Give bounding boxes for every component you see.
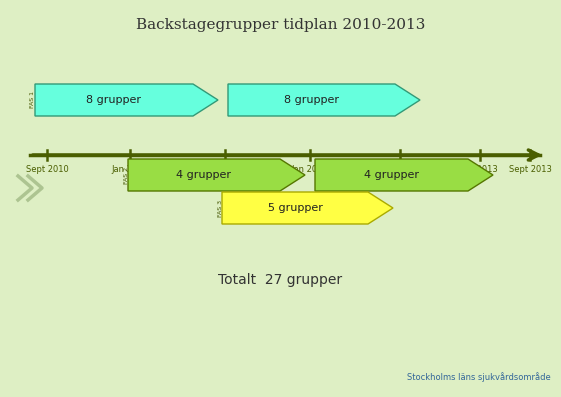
Text: 4 grupper: 4 grupper bbox=[177, 170, 232, 180]
Text: Jan 2013: Jan 2013 bbox=[462, 165, 498, 174]
Text: FAS 3: FAS 3 bbox=[218, 199, 223, 216]
Text: Backstagegrupper tidplan 2010-2013: Backstagegrupper tidplan 2010-2013 bbox=[136, 18, 425, 32]
Text: 5 grupper: 5 grupper bbox=[268, 203, 323, 213]
Polygon shape bbox=[222, 192, 393, 224]
Text: Jan 2012: Jan 2012 bbox=[292, 165, 328, 174]
Text: FAS 2: FAS 2 bbox=[125, 166, 130, 183]
Text: FAS 1: FAS 1 bbox=[30, 91, 35, 108]
Text: Sept 2012: Sept 2012 bbox=[379, 165, 421, 174]
Text: 4 grupper: 4 grupper bbox=[364, 170, 419, 180]
Polygon shape bbox=[128, 159, 305, 191]
Text: Sept 2013: Sept 2013 bbox=[509, 165, 551, 174]
Polygon shape bbox=[228, 84, 420, 116]
Text: 8 grupper: 8 grupper bbox=[86, 95, 141, 105]
Text: Sept 2010: Sept 2010 bbox=[26, 165, 68, 174]
Text: 8 grupper: 8 grupper bbox=[284, 95, 339, 105]
Text: Stockholms läns sjukvårdsområde: Stockholms läns sjukvårdsområde bbox=[407, 372, 551, 382]
Polygon shape bbox=[315, 159, 493, 191]
Text: Jan 2011: Jan 2011 bbox=[112, 165, 148, 174]
Polygon shape bbox=[35, 84, 218, 116]
Text: Totalt  27 grupper: Totalt 27 grupper bbox=[218, 273, 342, 287]
Text: Sept 2011: Sept 2011 bbox=[204, 165, 246, 174]
